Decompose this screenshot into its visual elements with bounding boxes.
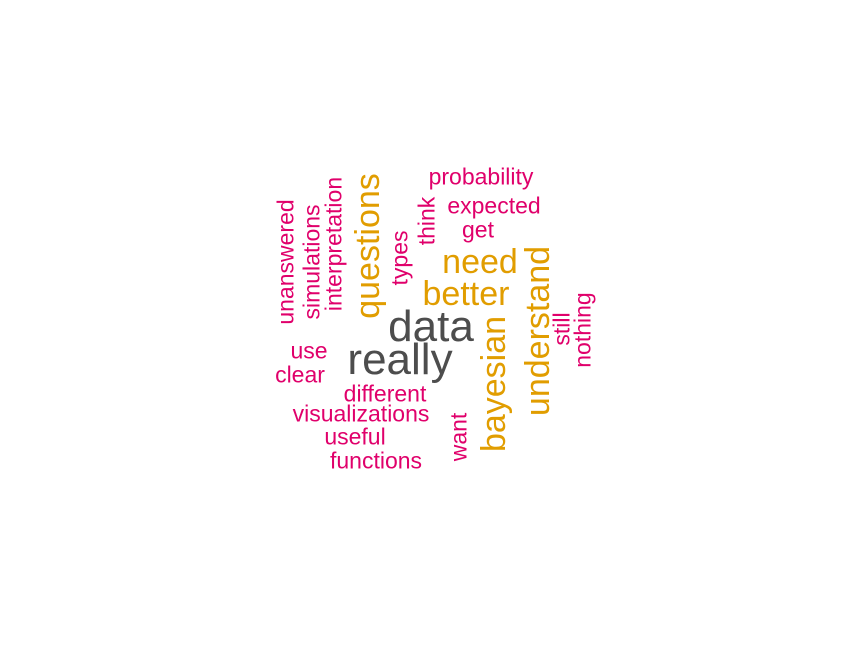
- word-use: use: [290, 337, 328, 364]
- word-functions: functions: [329, 447, 423, 474]
- word-bayesian: bayesian: [475, 315, 513, 453]
- word-want: want: [445, 412, 472, 462]
- word-really: really: [347, 335, 453, 384]
- word-probability: probability: [428, 163, 534, 190]
- word-expected: expected: [447, 192, 541, 219]
- word-unanswered: unanswered: [272, 199, 299, 325]
- word-questions: questions: [349, 173, 387, 319]
- word-types: types: [386, 230, 413, 286]
- word-different: different: [343, 380, 427, 407]
- word-think: think: [413, 196, 440, 246]
- word-visualizations: visualizations: [292, 400, 430, 427]
- word-get: get: [462, 216, 494, 243]
- word-interpretation: interpretation: [320, 176, 347, 312]
- word-data: data: [388, 302, 474, 351]
- word-useful: useful: [324, 423, 386, 450]
- word-need: need: [442, 243, 518, 281]
- word-clear: clear: [275, 361, 325, 388]
- word-better: better: [422, 275, 510, 313]
- word-nothing: nothing: [569, 292, 596, 368]
